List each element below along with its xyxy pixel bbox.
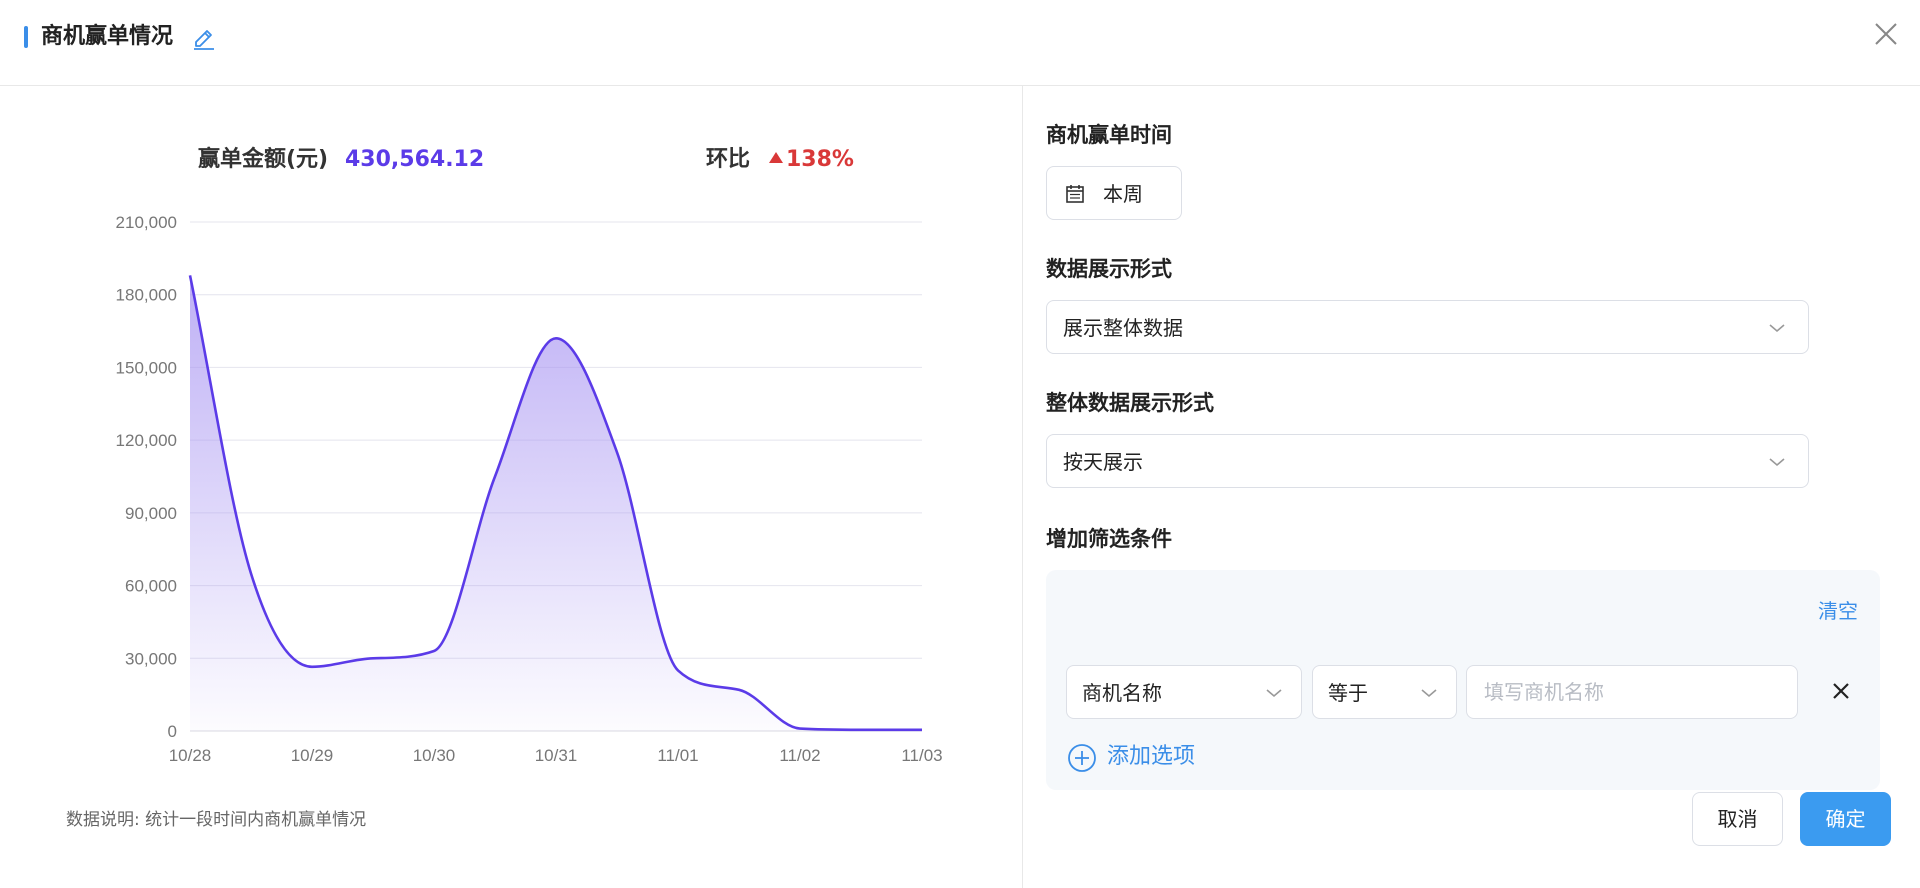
chevron-down-icon xyxy=(1421,689,1437,698)
clear-filters-link[interactable]: 清空 xyxy=(1818,599,1858,623)
display-mode-value: 展示整体数据 xyxy=(1063,316,1183,340)
y-tick-label: 30,000 xyxy=(125,649,177,668)
overall-mode-select[interactable]: 按天展示 xyxy=(1046,434,1809,488)
display-field-label: 数据展示形式 xyxy=(1046,257,1172,281)
filter-field-label: 增加筛选条件 xyxy=(1046,527,1172,551)
plus-circle-icon xyxy=(1068,744,1096,772)
x-tick-label: 11/02 xyxy=(779,746,820,765)
chevron-down-icon xyxy=(1769,324,1785,333)
filter-field-select[interactable]: 商机名称 xyxy=(1066,665,1302,719)
triangle-up-icon xyxy=(769,152,783,163)
time-range-picker[interactable]: 本周 xyxy=(1046,166,1182,220)
cancel-button[interactable]: 取消 xyxy=(1692,792,1783,846)
filter-operator-select[interactable]: 等于 xyxy=(1312,665,1457,719)
y-tick-label: 0 xyxy=(168,722,177,741)
y-tick-label: 180,000 xyxy=(116,286,177,305)
close-icon[interactable] xyxy=(1872,20,1900,48)
filter-field-value: 商机名称 xyxy=(1082,681,1162,705)
amount-label: 赢单金额(元) xyxy=(198,147,329,172)
x-tick-label: 11/01 xyxy=(657,746,698,765)
y-tick-label: 120,000 xyxy=(116,431,177,450)
amount-value: 430,564.12 xyxy=(345,147,485,172)
overall-field-label: 整体数据展示形式 xyxy=(1046,391,1214,415)
dialog-header: 商机赢单情况 xyxy=(0,0,1920,86)
series-line xyxy=(188,275,922,732)
filter-value-input[interactable] xyxy=(1466,665,1798,719)
x-tick-label: 10/28 xyxy=(169,746,212,765)
x-tick-label: 10/29 xyxy=(291,746,334,765)
add-option-label: 添加选项 xyxy=(1107,744,1196,769)
x-tick-label: 11/03 xyxy=(901,746,942,765)
calendar-icon xyxy=(1066,185,1084,203)
chevron-down-icon xyxy=(1266,689,1282,698)
panel-divider xyxy=(1022,86,1023,888)
display-mode-select[interactable]: 展示整体数据 xyxy=(1046,300,1809,354)
chevron-down-icon xyxy=(1769,458,1785,467)
dialog-title: 商机赢单情况 xyxy=(41,24,174,49)
x-tick-label: 10/30 xyxy=(413,746,456,765)
confirm-button[interactable]: 确定 xyxy=(1800,792,1891,846)
y-tick-label: 210,000 xyxy=(116,213,177,232)
data-note: 数据说明: 统计一段时间内商机赢单情况 xyxy=(66,810,367,830)
y-tick-label: 150,000 xyxy=(116,358,177,377)
edit-icon[interactable] xyxy=(192,24,216,50)
time-field-label: 商机赢单时间 xyxy=(1046,123,1172,147)
ratio-value: 138% xyxy=(786,147,854,172)
remove-filter-icon[interactable] xyxy=(1830,680,1852,702)
y-tick-label: 90,000 xyxy=(125,504,177,523)
ratio-label: 环比 xyxy=(706,147,751,172)
series-area xyxy=(190,275,922,731)
overall-mode-value: 按天展示 xyxy=(1063,450,1143,474)
win-amount-chart: 0 30,000 60,000 90,000 120,000 150,000 180,000… xyxy=(116,213,943,765)
time-range-value: 本周 xyxy=(1103,182,1143,206)
filter-operator-value: 等于 xyxy=(1328,681,1368,705)
x-tick-label: 10/31 xyxy=(535,746,578,765)
y-tick-label: 60,000 xyxy=(125,577,177,596)
title-accent-bar xyxy=(24,26,28,48)
